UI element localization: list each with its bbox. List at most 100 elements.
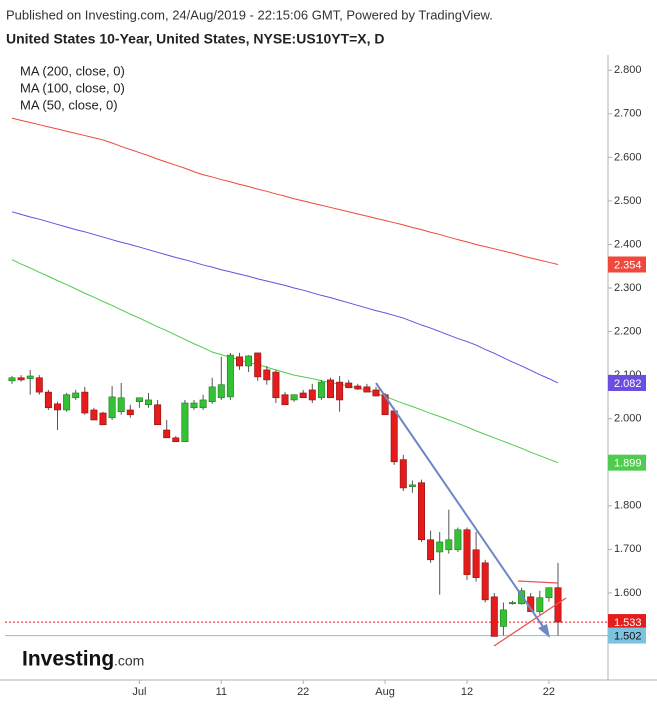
candle-body [299, 392, 307, 399]
candle-body [181, 402, 189, 443]
candle-body [135, 397, 143, 402]
candle-body [226, 354, 234, 398]
candle-body [427, 539, 435, 561]
price-badge-label: 1.502 [614, 630, 642, 642]
candle-body [54, 403, 61, 411]
chart-title: United States 10-Year, United States, NY… [6, 31, 385, 47]
price-badge-label: 2.354 [614, 259, 642, 271]
y-tick-label: 1.800 [614, 500, 642, 512]
candle-body [63, 394, 71, 411]
trend-drawings [375, 382, 567, 647]
candle-body [472, 549, 480, 578]
candle-body [345, 382, 353, 389]
candle-body [44, 391, 52, 409]
candle-body [327, 379, 334, 399]
candle-body [372, 389, 380, 397]
candle-body [190, 402, 198, 409]
candle-body [72, 392, 80, 399]
y-tick-label: 1.700 [614, 543, 642, 555]
arrow-head [538, 624, 550, 638]
candle-body [163, 429, 171, 439]
candle-body [390, 410, 398, 463]
candle-body [518, 590, 526, 605]
candle-body [317, 381, 325, 399]
candle-body [154, 404, 162, 426]
price-badge-label: 2.082 [614, 378, 642, 390]
price-badge-label: 1.899 [614, 458, 642, 470]
price-badge [608, 454, 646, 471]
price-badge [608, 256, 646, 273]
candle-body [199, 399, 207, 409]
candle-body [35, 377, 43, 393]
candle-body [336, 381, 344, 401]
logo-name: Investing [22, 648, 114, 671]
candle-body [509, 602, 516, 605]
candle-body [272, 371, 280, 399]
candle-body [354, 385, 362, 390]
x-tick-label: 22 [543, 686, 555, 698]
y-tick-label: 2.000 [614, 413, 642, 425]
legend-entry: MA (100, close, 0) [20, 80, 125, 95]
trend-line [375, 382, 549, 635]
candle-body [254, 352, 262, 378]
ma-line [11, 117, 559, 265]
x-tick-label: Aug [375, 686, 395, 698]
price-badge [608, 627, 646, 644]
candle-body [108, 396, 116, 419]
x-tick-label: 11 [216, 686, 227, 698]
candle-body [90, 409, 98, 421]
candle-body [99, 412, 107, 426]
y-tick-label: 2.600 [614, 151, 642, 163]
candle-body [17, 377, 25, 381]
y-tick-label: 2.300 [614, 282, 642, 294]
candle-body [463, 529, 471, 575]
candle-body [545, 587, 553, 598]
candle-body [145, 399, 152, 406]
chart-subtitle: Published on Investing.com, 24/Aug/2019 … [6, 7, 493, 22]
trend-line [493, 597, 567, 647]
candle-body [308, 389, 316, 401]
candle-body [81, 391, 89, 414]
candle-body [408, 484, 416, 487]
trend-line [517, 580, 559, 584]
candle-body [117, 397, 125, 413]
candle-body [263, 369, 271, 381]
price-badge [608, 614, 646, 631]
plot-area [5, 117, 608, 637]
x-tick-label: 22 [297, 686, 309, 698]
candle-body [245, 355, 253, 367]
ma-line [11, 211, 559, 384]
y-tick-label: 2.800 [614, 64, 642, 76]
candle-body [236, 356, 243, 367]
candle-body [290, 394, 298, 401]
y-tick-label: 2.200 [614, 325, 642, 337]
candle-body [363, 386, 371, 393]
y-tick-label: 1.600 [614, 587, 642, 599]
candle-body [454, 529, 462, 551]
y-tick-label: 2.400 [614, 238, 642, 250]
candle-body [8, 377, 16, 382]
candle-body [445, 539, 453, 551]
candle-body [26, 375, 34, 379]
candle-body [399, 459, 407, 489]
logo-suffix: .com [114, 653, 144, 669]
candle-body [418, 482, 425, 541]
candle-body [490, 596, 498, 637]
candle-body [208, 386, 216, 402]
candle-body [481, 562, 489, 601]
ma-line [11, 259, 559, 464]
price-badge [608, 374, 646, 391]
y-tick-label: 2.700 [614, 108, 642, 120]
candle-body [126, 409, 134, 416]
y-tick-label: 2.500 [614, 195, 642, 207]
legend-entry: MA (200, close, 0) [20, 63, 125, 78]
price-badge-label: 1.533 [614, 617, 642, 629]
candle-body [499, 609, 507, 627]
x-tick-label: Jul [132, 686, 146, 698]
x-tick-label: 12 [461, 686, 473, 698]
candle-body [436, 541, 444, 553]
candle-body [281, 394, 289, 406]
candle-body [172, 437, 180, 443]
legend-entry: MA (50, close, 0) [20, 97, 118, 112]
